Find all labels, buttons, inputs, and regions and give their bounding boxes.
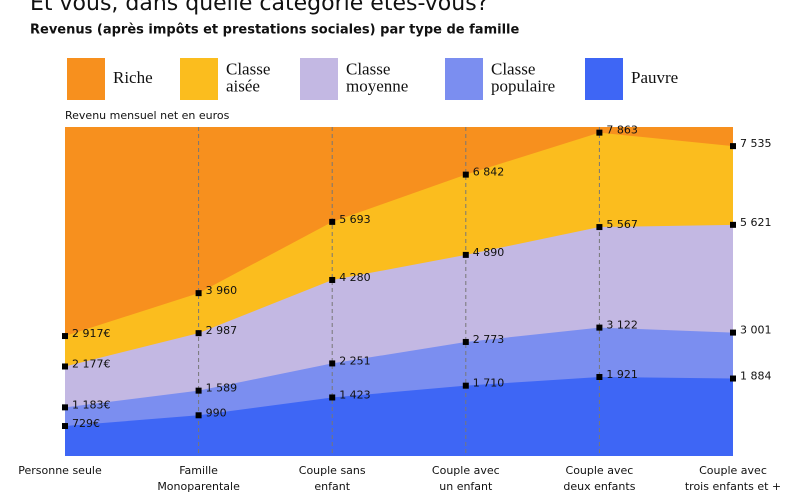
x-tick-label: Couple avec	[699, 464, 767, 477]
x-tick-label: trois enfants et +	[685, 480, 781, 493]
value-label: 7 863	[606, 124, 638, 137]
value-label: 1 921	[606, 368, 638, 381]
legend-label: Classe	[491, 59, 535, 78]
legend-swatch	[300, 58, 338, 100]
legend-label: aisée	[226, 76, 260, 95]
value-label: 7 535	[740, 137, 772, 150]
x-tick-label: Famille	[179, 464, 218, 477]
point-marker	[329, 394, 336, 401]
chart-subtitle: Revenus (après impôts et prestations soc…	[30, 23, 519, 38]
value-label: 5 693	[339, 213, 371, 226]
point-marker	[730, 375, 736, 382]
x-tick-label: Personne seule	[18, 464, 102, 477]
value-label: 2 251	[339, 354, 371, 367]
point-marker	[195, 290, 202, 297]
point-marker	[329, 276, 336, 283]
point-marker	[195, 330, 202, 337]
legend-label: populaire	[491, 76, 555, 95]
value-label: 3 960	[206, 284, 238, 297]
legend-swatch	[180, 58, 218, 100]
point-marker	[62, 363, 68, 370]
value-label: 4 890	[473, 246, 505, 259]
value-label: 1 710	[473, 377, 505, 390]
x-tick-label: Monoparentale	[157, 480, 240, 493]
legend-label: Classe	[346, 59, 390, 78]
value-label: 6 842	[473, 166, 505, 179]
x-tick-label: Couple sans	[299, 464, 366, 477]
point-marker	[730, 221, 736, 228]
point-marker	[462, 251, 469, 258]
point-marker	[596, 324, 603, 331]
point-marker	[596, 373, 603, 380]
legend-label: moyenne	[346, 76, 408, 95]
value-label: 5 621	[740, 216, 772, 229]
legend-swatch	[585, 58, 623, 100]
point-marker	[596, 224, 603, 231]
point-marker	[596, 129, 603, 136]
point-marker	[62, 404, 68, 411]
y-axis-label: Revenu mensuel net en euros	[65, 109, 230, 122]
point-marker	[462, 171, 469, 178]
value-label: 3 001	[740, 324, 772, 337]
legend-swatch	[445, 58, 483, 100]
value-label: 2 177€	[72, 357, 111, 370]
point-marker	[195, 412, 202, 419]
point-marker	[462, 338, 469, 345]
point-marker	[730, 329, 736, 336]
value-label: 729€	[72, 417, 100, 430]
point-marker	[730, 143, 736, 150]
value-label: 2 917€	[72, 327, 111, 340]
area	[65, 376, 733, 456]
point-marker	[462, 382, 469, 389]
legend-label: Classe	[226, 59, 270, 78]
point-marker	[62, 333, 68, 340]
value-label: 4 280	[339, 271, 371, 284]
value-label: 2 987	[206, 324, 238, 337]
x-tick-label: Couple avec	[432, 464, 500, 477]
value-label: 5 567	[606, 218, 638, 231]
value-label: 1 884	[740, 370, 772, 383]
legend-swatch	[67, 58, 105, 100]
legend-label: Riche	[113, 68, 153, 87]
point-marker	[329, 218, 336, 225]
point-marker	[329, 360, 336, 367]
value-label: 3 122	[606, 319, 638, 332]
x-tick-label: deux enfants	[563, 480, 635, 493]
value-label: 1 589	[206, 382, 238, 395]
point-marker	[195, 387, 202, 394]
x-tick-label: enfant	[314, 480, 350, 493]
chart-title: Et vous, dans quelle catégorie êtes-vous…	[30, 0, 488, 16]
legend-label: Pauvre	[631, 68, 678, 87]
value-label: 990	[206, 406, 227, 419]
value-label: 2 773	[473, 333, 505, 346]
point-marker	[62, 423, 68, 430]
value-label: 1 423	[339, 388, 371, 401]
value-label: 1 183€	[72, 398, 111, 411]
x-tick-label: un enfant	[439, 480, 493, 493]
x-tick-label: Couple avec	[566, 464, 634, 477]
